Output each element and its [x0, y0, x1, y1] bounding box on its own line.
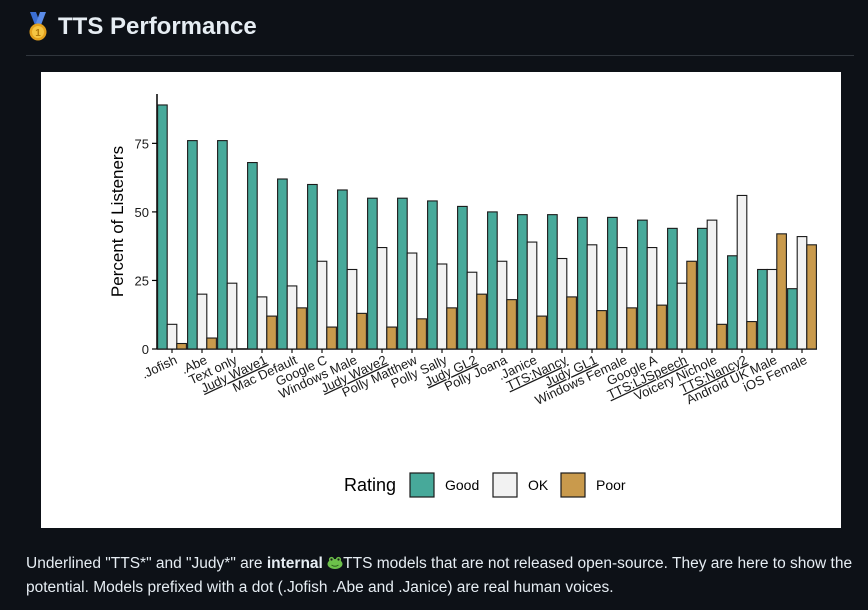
header-divider [26, 55, 854, 56]
bar-ok [556, 257, 568, 350]
bar-ok [526, 241, 538, 350]
bar-ok [586, 244, 598, 350]
bar-ok [406, 252, 418, 350]
bar-ok [166, 323, 178, 350]
bar-good [697, 227, 708, 350]
bar-good [427, 200, 438, 350]
bar-good [217, 140, 228, 350]
bar-poor [476, 293, 487, 350]
bar-good [637, 219, 648, 350]
bar-poor [656, 304, 667, 350]
frog-icon [327, 556, 343, 569]
bar-ok [646, 246, 658, 350]
legend-swatch-good [409, 472, 435, 498]
bar-poor [506, 299, 517, 350]
bar-poor [626, 307, 637, 350]
bar-good [247, 161, 258, 350]
bar-ok [706, 219, 718, 350]
bar-ok [226, 282, 238, 350]
bar-poor [716, 323, 727, 350]
svg-text:1: 1 [35, 28, 41, 39]
bar-good [187, 140, 198, 350]
bar-ok [376, 246, 388, 350]
bar-good [397, 197, 408, 350]
y-tick-label: 50 [135, 205, 149, 220]
bar-poor [356, 312, 367, 350]
bar-good [607, 216, 618, 350]
bar-ok [196, 293, 208, 350]
bar-ok [616, 246, 628, 350]
page-header: 1 TTS Performance [26, 12, 257, 42]
bar-good [757, 268, 768, 350]
bar-ok [256, 296, 268, 350]
legend-label-ok: OK [528, 477, 549, 493]
bar-ok [496, 260, 508, 350]
y-axis-title: Percent of Listeners [108, 146, 127, 297]
bar-good [547, 214, 558, 350]
bar-good [787, 288, 798, 350]
bar-poor [746, 321, 757, 350]
bar-good [307, 183, 318, 350]
legend-label-poor: Poor [596, 477, 626, 493]
bar-ok [436, 263, 448, 350]
chart-figure: 0 25 50 75 Percent of Listeners .Jofish .Abe Te… [41, 72, 841, 528]
bar-poor [266, 315, 277, 350]
legend-title: Rating [344, 475, 396, 495]
bar-good [487, 211, 498, 350]
y-tick-label: 75 [135, 136, 149, 151]
bar-ok [676, 282, 688, 350]
bar-good [367, 197, 378, 350]
medal-icon: 1 [29, 12, 47, 41]
legend-swatch-ok [492, 472, 518, 498]
footnote-text-1: Underlined "TTS*" and "Judy*" are [26, 555, 267, 572]
bar-ok [316, 260, 328, 350]
bar-good [577, 216, 588, 350]
bar-ok [796, 236, 808, 350]
bar-ok [286, 285, 298, 350]
bar-ok [466, 271, 478, 350]
bar-good [277, 178, 288, 350]
footnote-bold: internal [266, 555, 323, 572]
bar-poor [206, 337, 217, 350]
bar-good [457, 205, 468, 350]
bar-good [517, 214, 528, 350]
footnote: Underlined "TTS*" and "Judy*" are intern… [26, 552, 856, 600]
bar-poor [386, 326, 397, 350]
bar-ok [736, 194, 748, 350]
bar-poor [446, 307, 457, 350]
bar-poor [416, 318, 427, 350]
y-tick-label: 25 [135, 273, 149, 288]
bar-poor [596, 310, 607, 350]
bar-poor [536, 315, 547, 350]
legend-swatch-poor [560, 472, 586, 498]
bar-good [337, 189, 348, 350]
bar-poor [326, 326, 337, 350]
bar-poor [566, 296, 577, 350]
bar-poor [296, 307, 307, 350]
y-tick-label: 0 [142, 342, 149, 357]
footnote-text-2: TTS models that are not released open-so… [26, 555, 853, 596]
bar-ok [346, 268, 358, 350]
legend-label-good: Good [445, 477, 479, 493]
bar-ok [766, 268, 778, 350]
bar-poor [806, 244, 817, 350]
bar-poor [776, 233, 787, 350]
bar-poor [176, 342, 187, 350]
bar-good [157, 104, 168, 350]
bar-good [727, 255, 738, 350]
bar-good [667, 227, 678, 350]
page-title: TTS Performance [58, 13, 257, 40]
bar-poor [686, 260, 697, 350]
